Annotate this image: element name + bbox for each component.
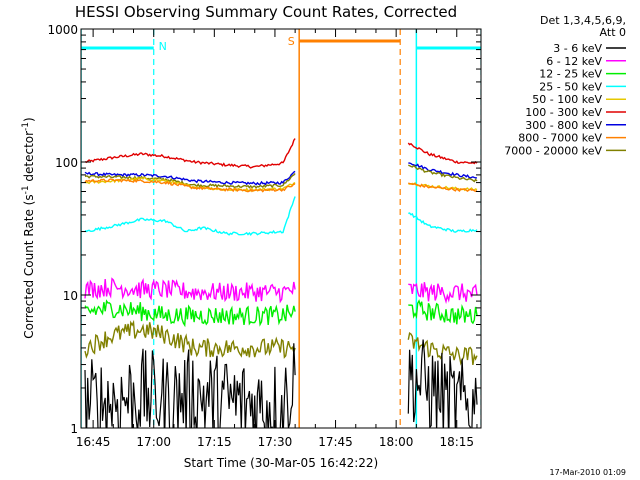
data-series-line	[84, 138, 296, 169]
legend-label: 100 - 300 keV	[525, 106, 602, 119]
data-series-line	[408, 282, 478, 305]
x-tick-label: 16:45	[76, 435, 111, 449]
data-series-line	[84, 299, 296, 328]
data-series-line	[407, 142, 478, 165]
x-tick-label: 17:45	[318, 435, 353, 449]
legend-label: 12 - 25 keV	[539, 68, 602, 81]
data-series-line	[407, 332, 478, 366]
data-series-line	[84, 173, 296, 189]
legend-label: 300 - 800 keV	[525, 119, 602, 132]
x-tick-label: 17:15	[197, 435, 232, 449]
legend-label: 50 - 100 keV	[532, 93, 602, 106]
chart-title: HESSI Observing Summary Count Rates, Cor…	[75, 3, 457, 21]
x-tick-label: 18:00	[379, 435, 414, 449]
data-series-line	[84, 196, 296, 236]
data-series-line	[408, 299, 478, 325]
legend-label: 6 - 12 keV	[546, 55, 602, 68]
data-series-line	[408, 162, 478, 179]
data-series-line	[408, 212, 478, 233]
mode-label-s: S	[288, 35, 295, 48]
x-axis-label: Start Time (30-Mar-05 16:42:22)	[184, 456, 378, 470]
data-series-line	[408, 182, 478, 192]
x-tick-label: 18:15	[439, 435, 474, 449]
y-axis-label: Corrected Count Rate (s-1 detector-1)	[21, 117, 36, 338]
data-series-line	[84, 277, 296, 304]
plot-area	[80, 28, 482, 429]
legend-label: 3 - 6 keV	[553, 42, 602, 55]
data-series-line	[408, 164, 478, 183]
data-series-line	[84, 319, 296, 359]
data-series-line	[84, 170, 296, 186]
y-tick-label: 100	[55, 156, 78, 170]
data-series-line	[407, 339, 478, 428]
legend-label: 7000 - 20000 keV	[504, 144, 602, 157]
x-tick-label: 17:00	[136, 435, 171, 449]
axis-ticks: 16:45 17:00 17:15 17:30 17:45 18:00 18:15 1 10 10…	[47, 23, 481, 449]
legend-label: 800 - 7000 keV	[518, 132, 602, 145]
mode-label-n: N	[159, 40, 167, 53]
legend-header: Att 0	[600, 26, 626, 39]
y-tick-label: 1	[70, 422, 78, 436]
y-tick-label: 1000	[47, 23, 78, 37]
x-tick-label: 17:30	[258, 435, 293, 449]
timestamp-label: 17-Mar-2010 01:09	[550, 468, 627, 477]
svg-text:Corrected Count Rate (s-1 dete: Corrected Count Rate (s-1 detector-1)	[21, 117, 36, 338]
legend-label: 25 - 50 keV	[539, 80, 602, 93]
data-series-line	[84, 343, 296, 428]
data-series-line	[84, 178, 296, 193]
data-layer	[81, 29, 481, 428]
y-tick-label: 10	[63, 289, 78, 303]
data-series-line	[408, 182, 478, 193]
legend-header: Det 1,3,4,5,6,9,	[540, 14, 626, 27]
